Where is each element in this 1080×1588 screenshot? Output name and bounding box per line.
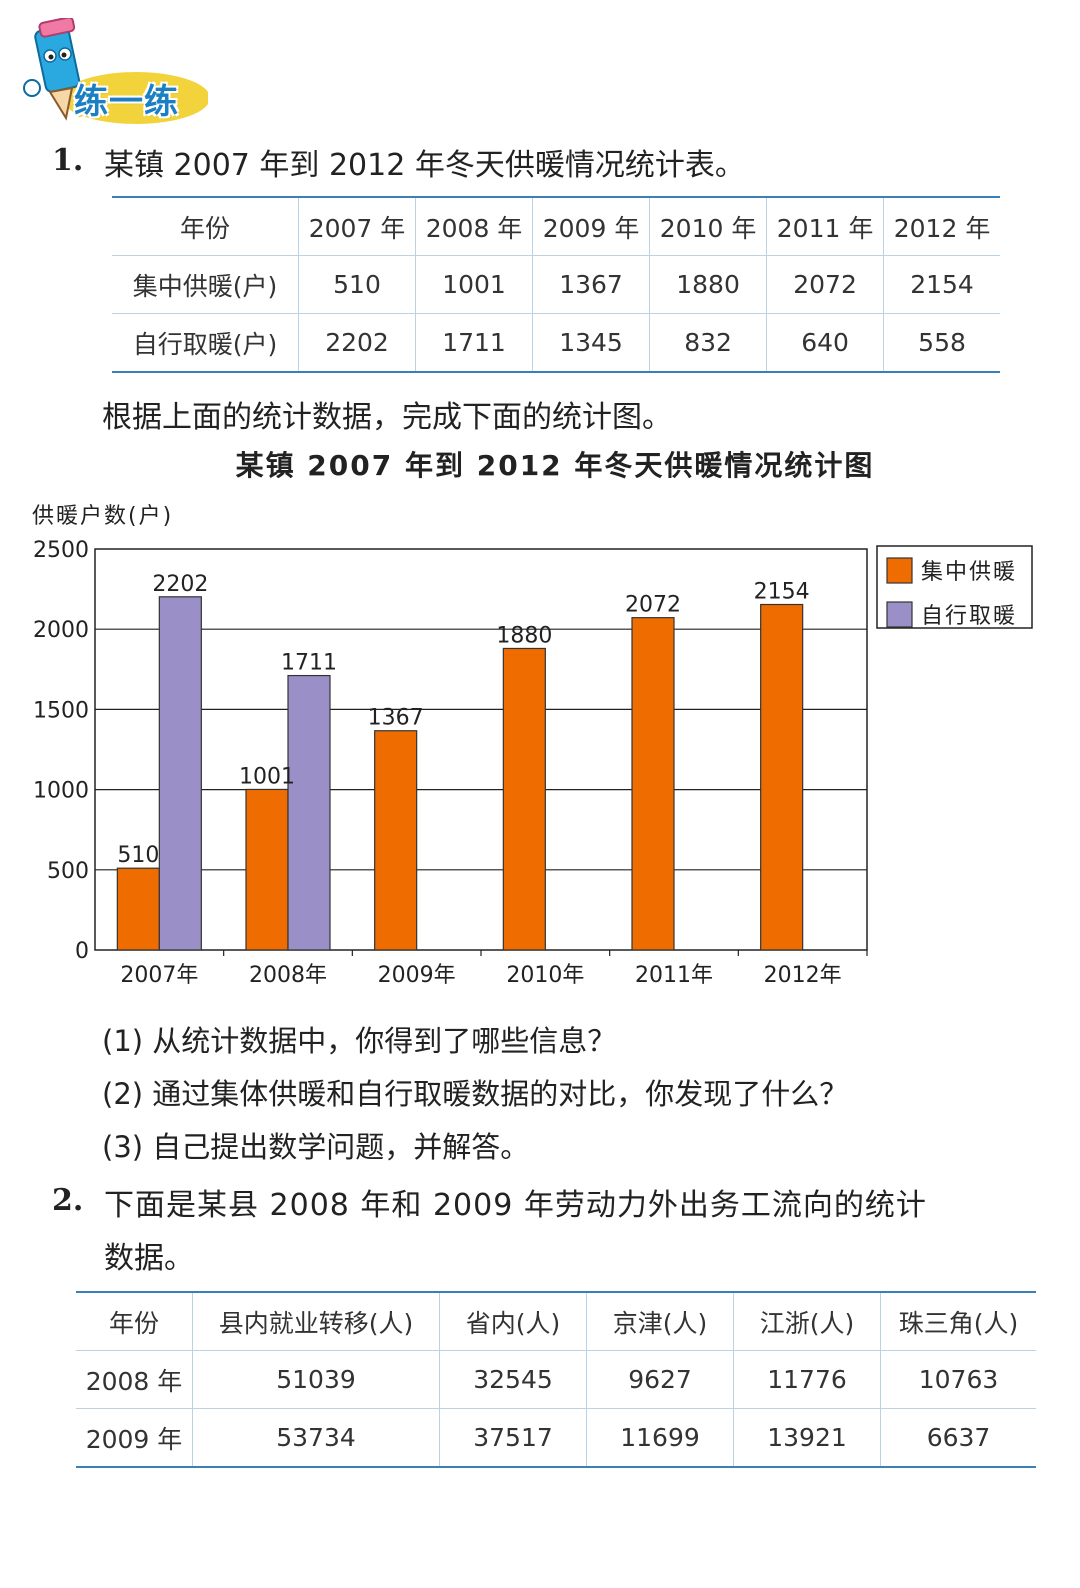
data-label: 2154 xyxy=(754,579,810,604)
table-cell: 53734 xyxy=(192,1408,440,1467)
table-cell: 510 xyxy=(297,255,416,314)
table-cell: 江浙(人) xyxy=(733,1292,881,1351)
plot-frame xyxy=(94,548,868,951)
table-row: 自行取暖(户) 2202 1711 1345 832 640 558 xyxy=(112,313,1000,372)
table-cell: 省内(人) xyxy=(439,1292,587,1351)
legend-label: 集中供暖 xyxy=(921,560,1017,585)
table-cell: 集中供暖(户) xyxy=(132,271,278,301)
data-label: 2072 xyxy=(625,593,681,618)
table-row: 2009 年 53734 37517 11699 13921 6637 xyxy=(76,1408,1036,1467)
x-tick-label: 2012年 xyxy=(764,963,842,988)
x-tick-label: 2008年 xyxy=(249,963,327,988)
table-cell: 2009 年 xyxy=(85,1424,183,1454)
y-tick-label: 2000 xyxy=(33,618,89,643)
table-cell: 年份 xyxy=(179,213,230,243)
table-cell: 1345 xyxy=(532,313,650,372)
table-row: 2008 年 51039 32545 9627 11776 10763 xyxy=(76,1350,1036,1409)
x-tick-label: 2009年 xyxy=(378,963,456,988)
question-2-text-line1: 下面是某县 2008 年和 2009 年劳动力外出务工流向的统计 xyxy=(104,1188,927,1223)
table-cell: 县内就业转移(人) xyxy=(192,1292,440,1351)
table-cell: 1001 xyxy=(415,255,533,314)
chart-y-axis-label: 供暖户数(户) xyxy=(32,504,174,529)
table-cell: 11699 xyxy=(586,1408,734,1467)
bar-centralized xyxy=(116,867,160,951)
heating-stats-table: 年份 2007 年 2008 年 2009 年 2010 年 2011 年 20… xyxy=(112,196,1000,373)
heating-bar-chart: 0 500 1000 1500 2000 2500 2007年 510 2202 2008年 100… xyxy=(33,538,1033,988)
table-cell: 2154 xyxy=(883,255,1000,314)
table-cell: 珠三角(人) xyxy=(880,1292,1036,1351)
table-cell: 2202 xyxy=(297,313,416,372)
legend-label: 自行取暖 xyxy=(921,604,1017,629)
table-cell: 6637 xyxy=(880,1408,1036,1467)
bar-centralized xyxy=(631,617,675,951)
table-cell: 9627 xyxy=(586,1350,734,1409)
table-cell: 32545 xyxy=(439,1350,587,1409)
chart-title: 某镇 2007 年到 2012 年冬天供暖情况统计图 xyxy=(235,449,875,482)
table-cell: 2009 年 xyxy=(532,197,650,256)
practice-badge-pencil-icon xyxy=(23,18,208,124)
question-2-number: 2. xyxy=(52,1183,84,1218)
question-1-text: 某镇 2007 年到 2012 年冬天供暖情况统计表。 xyxy=(104,148,745,183)
y-tick-label: 1000 xyxy=(33,779,89,804)
x-tick-label: 2010年 xyxy=(506,963,584,988)
y-tick-label: 500 xyxy=(47,859,89,884)
data-label: 2202 xyxy=(152,572,208,597)
x-tick-label: 2011年 xyxy=(635,963,713,988)
chart-instruction: 根据上面的统计数据，完成下面的统计图。 xyxy=(102,400,672,435)
data-label: 1711 xyxy=(281,651,337,676)
bar-centralized xyxy=(374,730,418,951)
table-cell: 832 xyxy=(649,313,767,372)
table-row: 集中供暖(户) 510 1001 1367 1880 2072 2154 xyxy=(112,255,1000,314)
y-tick-label: 0 xyxy=(75,939,89,964)
sub-question-3: (3) 自己提出数学问题，并解答。 xyxy=(102,1130,530,1164)
table-cell: 1711 xyxy=(415,313,533,372)
table-cell: 京津(人) xyxy=(586,1292,734,1351)
bar-self-heating xyxy=(287,674,331,951)
table-cell: 558 xyxy=(883,313,1000,372)
table-cell: 2008 年 xyxy=(415,197,533,256)
table-cell: 51039 xyxy=(192,1350,440,1409)
table-cell: 1367 xyxy=(532,255,650,314)
bar-centralized xyxy=(245,788,289,951)
x-tick-label: 2007年 xyxy=(120,963,198,988)
y-tick-label: 1500 xyxy=(33,698,89,723)
labor-migration-table: 年份 县内就业转移(人) 省内(人) 京津(人) 江浙(人) 珠三角(人) 20… xyxy=(76,1291,1036,1468)
legend-swatch xyxy=(886,601,913,628)
bar-centralized xyxy=(760,603,804,951)
data-label: 1367 xyxy=(368,706,424,731)
table-cell: 37517 xyxy=(439,1408,587,1467)
table-header-row: 年份 2007 年 2008 年 2009 年 2010 年 2011 年 20… xyxy=(112,197,1000,256)
table-cell: 年份 xyxy=(108,1308,159,1338)
table-cell: 2007 年 xyxy=(297,197,416,256)
table-cell: 640 xyxy=(766,313,884,372)
table-cell: 自行取暖(户) xyxy=(132,329,278,359)
bar-centralized xyxy=(502,647,546,951)
table-cell: 2008 年 xyxy=(85,1366,183,1396)
bar-self-heating xyxy=(158,596,202,951)
table-cell: 10763 xyxy=(880,1350,1036,1409)
table-cell: 2072 xyxy=(766,255,884,314)
table-cell: 1880 xyxy=(649,255,767,314)
table-cell: 2010 年 xyxy=(649,197,767,256)
sub-question-1: (1) 从统计数据中，你得到了哪些信息？ xyxy=(102,1024,617,1058)
table-cell: 2012 年 xyxy=(883,197,1000,256)
question-1-number: 1. xyxy=(52,143,84,178)
data-label: 510 xyxy=(117,843,159,868)
legend-swatch xyxy=(886,557,913,584)
sub-question-2: (2) 通过集体供暖和自行取暖数据的对比，你发现了什么？ xyxy=(102,1077,849,1111)
table-cell: 13921 xyxy=(733,1408,881,1467)
question-2-text-line2: 数据。 xyxy=(104,1241,194,1276)
data-label: 1880 xyxy=(496,623,552,648)
table-header-row: 年份 县内就业转移(人) 省内(人) 京津(人) 江浙(人) 珠三角(人) xyxy=(76,1292,1036,1351)
table-cell: 2011 年 xyxy=(766,197,884,256)
table-cell: 11776 xyxy=(733,1350,881,1409)
practice-badge-label: 练一练 xyxy=(74,82,179,122)
y-tick-label: 2500 xyxy=(33,538,89,563)
data-label: 1001 xyxy=(239,764,295,789)
